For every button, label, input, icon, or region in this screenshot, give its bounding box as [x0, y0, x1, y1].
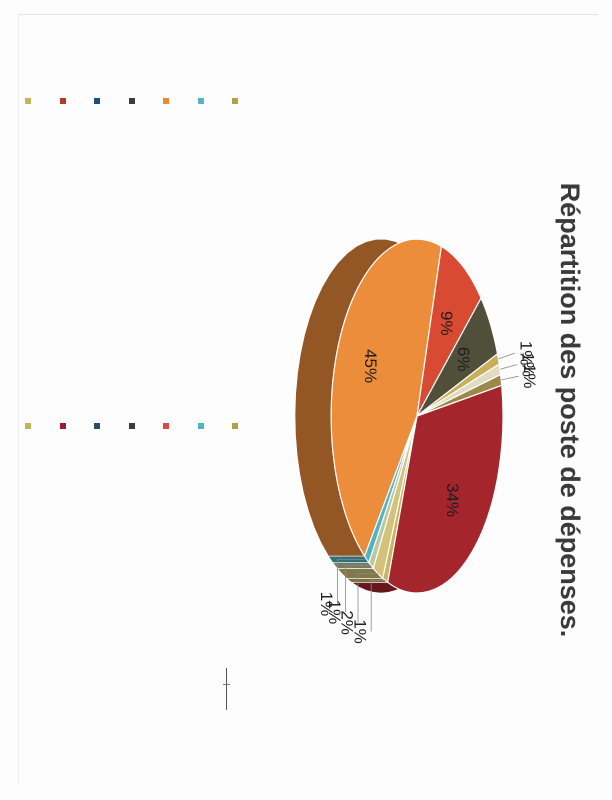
data-label: 2% [338, 610, 357, 635]
data-label: 1% [520, 364, 539, 389]
pie-slice [416, 373, 503, 417]
data-label: 1% [351, 619, 370, 644]
label-leader [370, 580, 386, 632]
label-leader [501, 375, 519, 381]
data-label: 6% [454, 347, 473, 372]
scan-mark-tick [223, 684, 230, 685]
data-label: 1% [317, 592, 336, 617]
page-top-border [18, 14, 598, 15]
label-leader [337, 559, 367, 604]
legend-swatch [59, 423, 66, 429]
legend-swatch [232, 98, 238, 104]
label-leader [499, 364, 518, 370]
label-leader [345, 565, 371, 612]
legend-swatch [163, 98, 169, 104]
data-label: 1% [516, 341, 535, 366]
legend-swatch [197, 423, 204, 429]
legend-swatch [25, 423, 31, 429]
scan-mark [226, 668, 227, 710]
label-leader [498, 352, 516, 360]
pie-slice [416, 245, 482, 417]
pie-slice [330, 238, 443, 558]
page-left-border [18, 14, 19, 784]
legend-swatch [128, 423, 135, 429]
legend-swatch [128, 98, 135, 104]
legend-swatch [197, 98, 204, 104]
data-label: 9% [437, 311, 456, 336]
pie-slice [386, 384, 504, 594]
chart-title: Répartition des poste de dépenses. [555, 183, 585, 638]
data-labels: 34%1%2%1%1%45%9%6% 1%1%1% [317, 311, 539, 644]
pie-slices [330, 238, 504, 594]
data-label: 45% [361, 349, 380, 383]
legend-swatch [232, 423, 238, 429]
data-label: 1% [519, 352, 538, 377]
label-leaders [337, 352, 519, 632]
label-leader [357, 573, 378, 623]
legend-swatch [25, 98, 31, 104]
data-label: 34% [443, 483, 462, 517]
legend-swatch [59, 98, 66, 104]
data-label: 1% [325, 600, 344, 625]
legend-swatch [163, 423, 169, 429]
legend-swatch [94, 423, 100, 429]
legend-swatch [94, 98, 100, 104]
